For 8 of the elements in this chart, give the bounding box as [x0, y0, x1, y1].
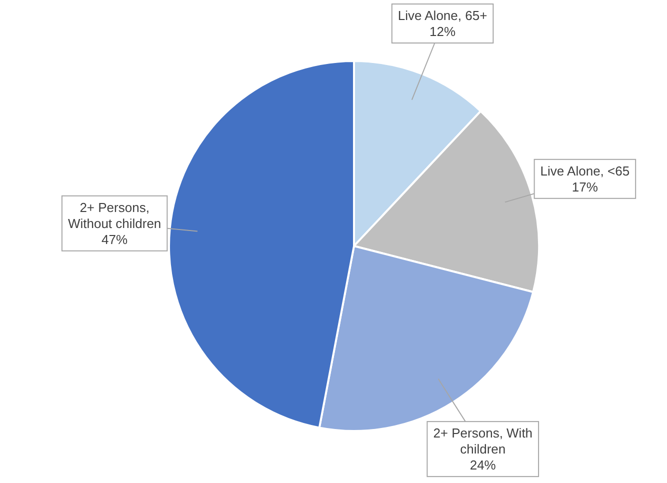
slice-label: 2+ Persons, Without children: [68, 200, 162, 231]
data-label: 12%: [430, 24, 456, 39]
data-label: 24%: [470, 458, 496, 473]
slice-label: Live Alone, <65: [540, 163, 630, 178]
slice-label: 2+ Persons, With children: [433, 426, 533, 457]
data-label: 17%: [572, 179, 598, 194]
slice-label: Live Alone, 65+: [398, 8, 488, 23]
data-label: 47%: [102, 232, 128, 247]
